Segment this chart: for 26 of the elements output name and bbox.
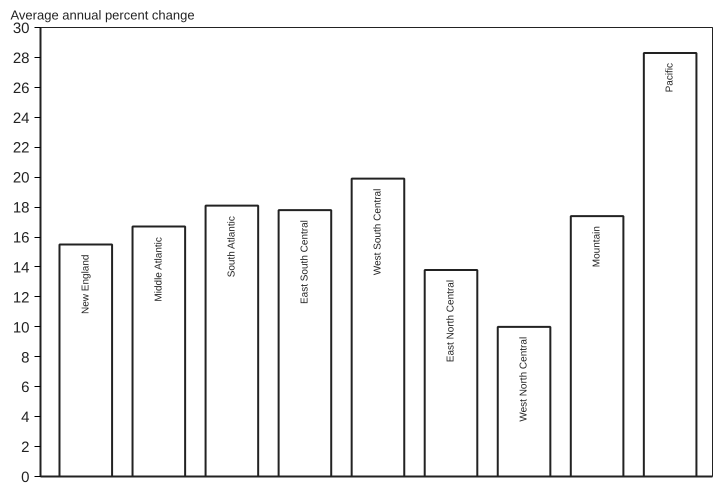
x-tick-label: West North Central xyxy=(518,336,530,422)
y-tick-label: 30 xyxy=(12,20,30,37)
y-tick-label: 18 xyxy=(12,200,30,217)
y-tick-label: 22 xyxy=(12,140,30,157)
x-tick-label: East South Central xyxy=(299,220,310,304)
x-tick-label: South Atlantic xyxy=(226,216,238,278)
y-tick-label: 24 xyxy=(12,110,30,127)
x-tick-label: West South Central xyxy=(372,188,384,276)
y-axis-title: Average annual percent change xyxy=(10,8,195,22)
y-tick-label: 12 xyxy=(12,289,30,306)
y-tick-label: 0 xyxy=(21,469,30,486)
y-tick-label: 14 xyxy=(12,259,30,276)
x-tick-label: Middle Atlantic xyxy=(153,237,164,302)
y-tick-label: 16 xyxy=(12,230,30,247)
x-tick-label: Mountain xyxy=(592,226,603,268)
x-tick-label: East North Central xyxy=(446,280,457,362)
y-tick-label: 10 xyxy=(12,319,30,336)
y-tick-label: 8 xyxy=(21,349,30,366)
y-tick-label: 20 xyxy=(12,170,30,187)
y-tick-label: 26 xyxy=(12,80,30,97)
x-tick-label: Pacific xyxy=(664,62,676,92)
y-tick-label: 2 xyxy=(21,439,30,456)
x-tick-label: New England xyxy=(80,254,92,314)
y-tick-label: 28 xyxy=(12,50,30,67)
y-tick-label: 4 xyxy=(21,409,30,426)
y-tick-label: 6 xyxy=(21,379,30,396)
